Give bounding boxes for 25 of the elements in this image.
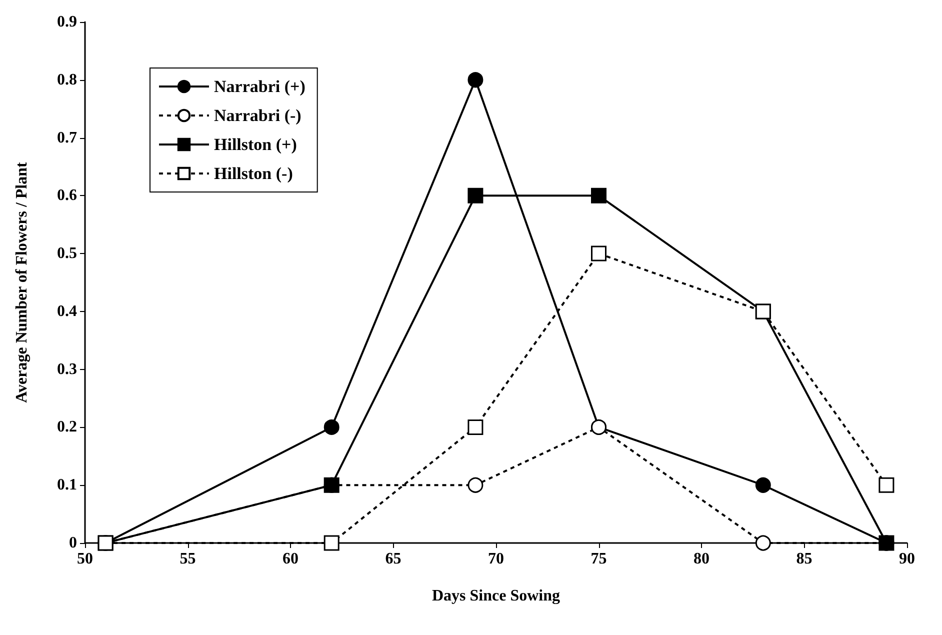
- y-tick-label: 0.2: [57, 418, 77, 436]
- x-tick-label: 90: [899, 550, 915, 568]
- x-tick-label: 60: [282, 550, 298, 568]
- x-tick-label: 70: [488, 550, 504, 568]
- y-tick-label: 0: [69, 534, 77, 552]
- legend-label: Narrabri (+): [214, 77, 306, 96]
- legend-label: Hillston (+): [214, 135, 297, 154]
- y-tick-label: 0.8: [57, 71, 77, 88]
- y-axis-title: Average Number of Flowers / Plant: [14, 161, 30, 403]
- x-tick-label: 50: [77, 550, 93, 568]
- x-tick-label: 75: [590, 550, 607, 568]
- y-tick-label: 0.6: [57, 187, 77, 204]
- y-tick-label: 0.4: [57, 302, 77, 320]
- y-tick-label: 0.7: [57, 129, 77, 146]
- x-tick-label: 65: [385, 550, 402, 568]
- y-tick-label: 0.3: [57, 360, 77, 378]
- y-tick-label: 0.1: [57, 476, 77, 494]
- legend-label: Hillston (-): [214, 164, 293, 183]
- legend-label: Narrabri (-): [214, 106, 302, 125]
- y-tick-label: 0.9: [57, 14, 77, 30]
- x-tick-label: 85: [796, 550, 812, 568]
- x-tick-label: 80: [694, 550, 710, 568]
- x-tick-label: 55: [180, 550, 196, 568]
- x-axis-title: Days Since Sowing: [432, 588, 560, 604]
- y-tick-label: 0.5: [57, 245, 77, 262]
